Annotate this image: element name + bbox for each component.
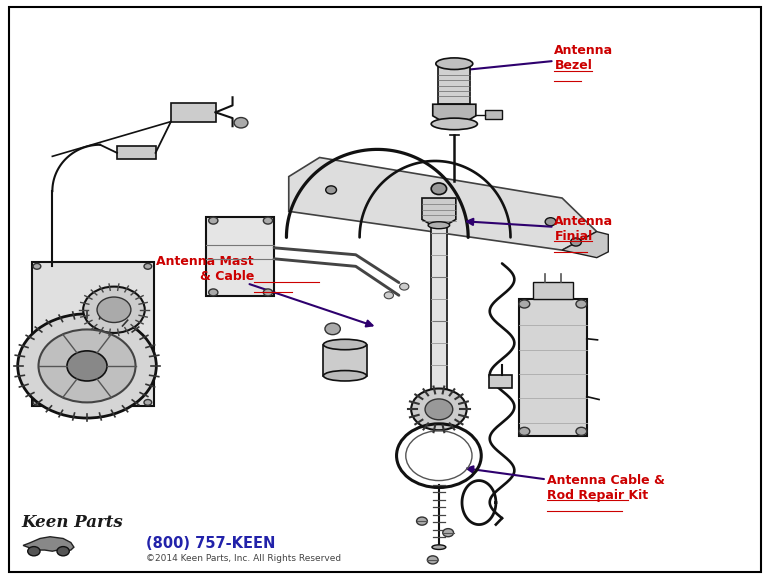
Circle shape [326, 186, 336, 194]
Bar [533, 282, 573, 299]
Ellipse shape [431, 118, 477, 130]
Circle shape [425, 399, 453, 420]
Circle shape [38, 329, 136, 402]
Circle shape [263, 289, 273, 296]
Circle shape [400, 283, 409, 290]
Circle shape [384, 292, 393, 299]
Circle shape [417, 517, 427, 525]
Bar [117, 146, 156, 159]
Circle shape [411, 389, 467, 430]
Circle shape [545, 218, 556, 226]
Circle shape [144, 400, 152, 405]
Bar [519, 299, 587, 436]
Polygon shape [433, 104, 476, 122]
Circle shape [263, 217, 273, 224]
Circle shape [576, 300, 587, 308]
Text: Antenna Mast
& Cable: Antenna Mast & Cable [156, 255, 373, 327]
Ellipse shape [428, 222, 450, 229]
Text: ©2014 Keen Parts, Inc. All Rights Reserved: ©2014 Keen Parts, Inc. All Rights Reserv… [146, 554, 341, 563]
Circle shape [209, 289, 218, 296]
Circle shape [431, 183, 447, 195]
Bar [489, 375, 512, 388]
Circle shape [443, 529, 454, 537]
Circle shape [83, 287, 145, 333]
Circle shape [427, 556, 438, 564]
Circle shape [144, 263, 152, 269]
Polygon shape [422, 198, 456, 225]
Bar [323, 345, 367, 376]
Circle shape [33, 400, 41, 405]
Ellipse shape [432, 545, 446, 549]
Circle shape [519, 300, 530, 308]
Circle shape [57, 547, 69, 556]
Text: (800) 757-KEEN: (800) 757-KEEN [146, 536, 276, 551]
Ellipse shape [323, 339, 367, 350]
Circle shape [234, 118, 248, 128]
Circle shape [18, 314, 156, 418]
Text: Antenna
Bezel: Antenna Bezel [464, 44, 614, 72]
Ellipse shape [436, 58, 473, 69]
Bar [32, 262, 154, 406]
Bar [485, 110, 502, 119]
Polygon shape [289, 157, 597, 250]
Bar [438, 65, 470, 104]
Bar [206, 217, 274, 296]
Ellipse shape [323, 371, 367, 381]
Text: Keen Parts: Keen Parts [22, 514, 123, 531]
Circle shape [33, 263, 41, 269]
Bar [171, 103, 216, 122]
Text: Antenna
Finial: Antenna Finial [467, 215, 614, 243]
Circle shape [28, 547, 40, 556]
Text: Antenna Cable &
Rod Repair Kit: Antenna Cable & Rod Repair Kit [467, 466, 665, 501]
Bar [431, 224, 447, 398]
Circle shape [97, 297, 131, 323]
Circle shape [571, 238, 581, 246]
Circle shape [67, 351, 107, 381]
Circle shape [576, 427, 587, 435]
Circle shape [209, 217, 218, 224]
Polygon shape [562, 232, 608, 258]
Circle shape [519, 427, 530, 435]
Polygon shape [23, 537, 74, 551]
Circle shape [325, 323, 340, 335]
